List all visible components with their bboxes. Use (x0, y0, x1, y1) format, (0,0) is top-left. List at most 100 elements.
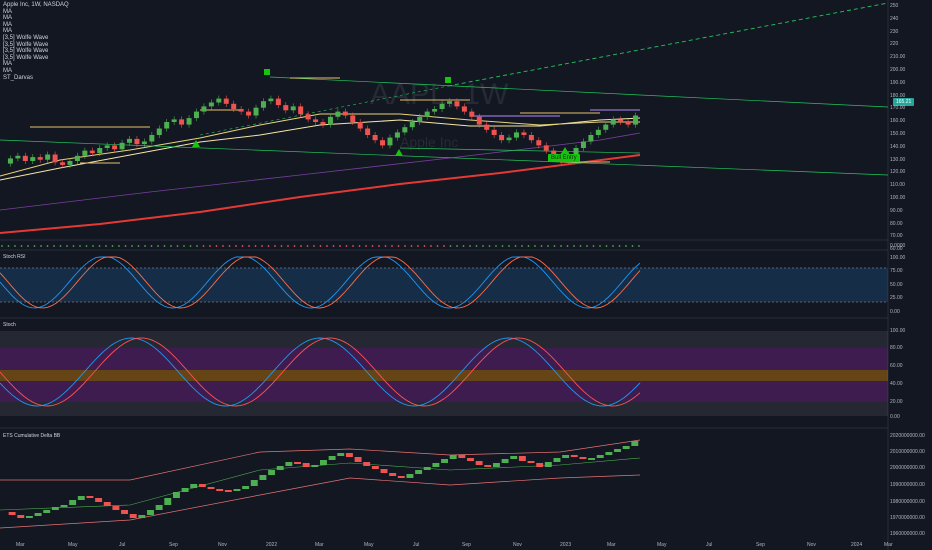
candle (208, 102, 214, 107)
time-tick-label: Jul (706, 542, 713, 548)
candle (164, 122, 170, 129)
signal-dot (306, 245, 309, 247)
delta-block (216, 489, 224, 491)
price-tick-label: 250 (890, 3, 899, 9)
signal-dot (449, 245, 452, 247)
signal-dot (566, 245, 569, 247)
bull-entry-label[interactable]: Bull Entry (548, 154, 580, 162)
time-tick-label: Mar (884, 542, 893, 548)
time-tick-label: Sep (169, 542, 178, 548)
delta-block (363, 462, 371, 466)
symbol-title[interactable]: Apple Inc, 1W, NASDAQ (3, 2, 69, 8)
signal-dot (443, 245, 445, 247)
candle (625, 122, 631, 125)
legend-item[interactable]: [3,5] Wolfe Wave (3, 34, 49, 41)
legend-item[interactable]: MA (3, 15, 12, 22)
candle (499, 135, 505, 141)
delta-block (371, 466, 379, 469)
delta-block (77, 496, 85, 500)
legend-item[interactable]: MA (3, 21, 12, 28)
stoch-rsi-title[interactable]: Stoch RSI (3, 254, 26, 260)
signal-dot (573, 245, 575, 247)
candle (45, 154, 51, 160)
price-tick-label: 100.00 (890, 195, 906, 201)
delta-block (276, 466, 284, 470)
delta-block (397, 476, 405, 478)
stoch-rsi-tick-label: 75.00 (890, 268, 903, 274)
legend-item[interactable]: ST_Darvas (3, 74, 34, 81)
signal-dot (560, 245, 562, 247)
delta-block (207, 487, 215, 489)
candle (380, 140, 386, 146)
candle (595, 129, 601, 135)
candle (350, 115, 356, 122)
signal-dot (612, 245, 614, 247)
candle (127, 138, 133, 143)
delta-block (380, 469, 388, 473)
legend-item[interactable]: [3,5] Wolfe Wave (3, 48, 49, 55)
signal-dot (235, 245, 237, 247)
price-tick-label: 220 (890, 41, 899, 48)
price-tick-label: 180.00 (890, 92, 906, 99)
delta-block (588, 458, 596, 460)
signal-dot (553, 245, 556, 247)
candle (543, 145, 549, 151)
delta-block (129, 514, 137, 518)
legend-item[interactable]: MA (3, 67, 12, 74)
stoch-rsi-band (0, 268, 888, 302)
candle (573, 148, 579, 155)
price-tick-label: 150.00 (890, 131, 906, 137)
candle (179, 119, 185, 125)
delta-block (181, 488, 189, 492)
legend-item[interactable]: [3,5] Wolfe Wave (3, 54, 49, 61)
delta-block (501, 459, 509, 463)
time-tick-label: Mar (315, 542, 324, 548)
delta-block (17, 515, 25, 518)
signal-dot (98, 245, 101, 247)
candle (193, 111, 199, 119)
signal-dot (85, 245, 88, 247)
signal-dot (579, 245, 582, 247)
signal-dot (183, 245, 185, 247)
legend-item[interactable]: MA (3, 8, 12, 15)
stoch-rsi-tick-label: 100.00 (890, 255, 906, 261)
signal-dot (495, 245, 497, 247)
candle (268, 98, 274, 102)
candle (238, 109, 244, 112)
candle (201, 106, 207, 112)
delta-block (8, 512, 16, 515)
delta-title[interactable]: ETS Cumulative Delta BB (3, 433, 61, 439)
delta-block (60, 505, 68, 507)
stoch-mid-band (0, 370, 888, 381)
stoch-d-line (0, 337, 641, 407)
stoch-title[interactable]: Stoch (3, 322, 16, 328)
signal-dot (157, 245, 159, 247)
legend-item[interactable]: MA (3, 61, 12, 68)
delta-block (345, 453, 353, 457)
time-tick-label: Jul (119, 542, 126, 548)
signal-dot (430, 245, 432, 247)
candle (156, 128, 162, 135)
candle (432, 109, 438, 112)
price-tick-label: 70.00 (890, 233, 903, 240)
candle (216, 98, 222, 103)
candle (15, 155, 21, 159)
delta-tick-label: 2020000000.00 (890, 433, 925, 439)
signal-dot (332, 245, 335, 247)
signal-dot (391, 245, 393, 247)
time-tick-label: Sep (756, 542, 765, 548)
candle (454, 101, 460, 107)
candle (536, 140, 542, 146)
delta-block (172, 492, 180, 498)
price-tick-label: 170.00 (890, 105, 906, 112)
pivot-arrow (395, 149, 403, 156)
delta-block (614, 449, 621, 452)
signal-dot (254, 245, 257, 247)
legend-item[interactable]: MA (3, 28, 12, 35)
delta-block (423, 467, 431, 470)
signal-dot (137, 245, 140, 247)
delta-block (449, 455, 457, 459)
legend-item[interactable]: [3,5] Wolfe Wave (3, 41, 49, 48)
price-tick-label: 110.00 (890, 182, 905, 189)
